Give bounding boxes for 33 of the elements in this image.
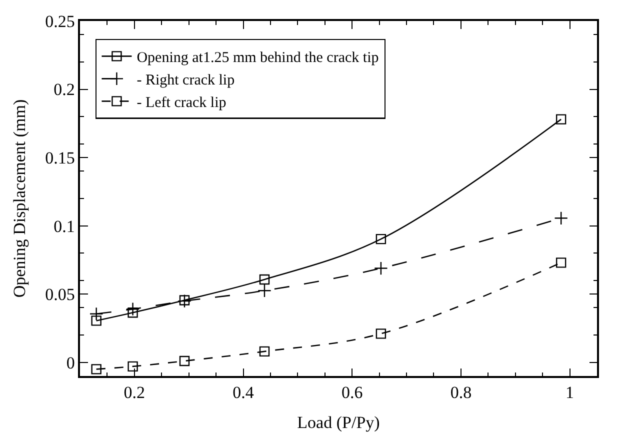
point <box>128 361 138 372</box>
x-tick-label: 0.8 <box>450 383 472 402</box>
y-tick-label: 0.15 <box>45 148 75 168</box>
point <box>179 356 190 366</box>
point <box>376 234 386 244</box>
point <box>259 346 270 357</box>
y-tick-label: 0.1 <box>54 216 75 236</box>
point <box>554 211 568 226</box>
y-tick-label: 0 <box>66 353 75 372</box>
point <box>259 274 270 285</box>
point <box>374 261 388 276</box>
point <box>556 114 566 124</box>
x-tick-label: 0.6 <box>341 383 363 402</box>
legend-label: - Right crack lip <box>136 72 235 89</box>
point <box>556 258 566 268</box>
point <box>179 295 190 306</box>
legend-label: - Left crack lip <box>136 95 226 112</box>
x-axis-title: Load (P/Py) <box>297 413 380 432</box>
point <box>128 308 138 318</box>
y-tick-label: 0.05 <box>45 285 75 304</box>
point <box>376 328 386 339</box>
point <box>91 316 102 326</box>
x-tick-label: 0.2 <box>124 383 146 402</box>
point <box>91 364 102 374</box>
legend-label: Opening at1.25 mm behind the crack tip <box>136 50 379 66</box>
y-axis-title: Opening Displacement (mm) <box>10 99 30 298</box>
point <box>258 284 272 298</box>
point <box>126 302 140 316</box>
y-tick-label: 0.25 <box>45 12 75 31</box>
x-tick-label: 1 <box>566 383 574 402</box>
y-tick-label: 0.2 <box>54 80 75 100</box>
x-tick-label: 0.4 <box>232 383 254 402</box>
point <box>178 294 192 308</box>
